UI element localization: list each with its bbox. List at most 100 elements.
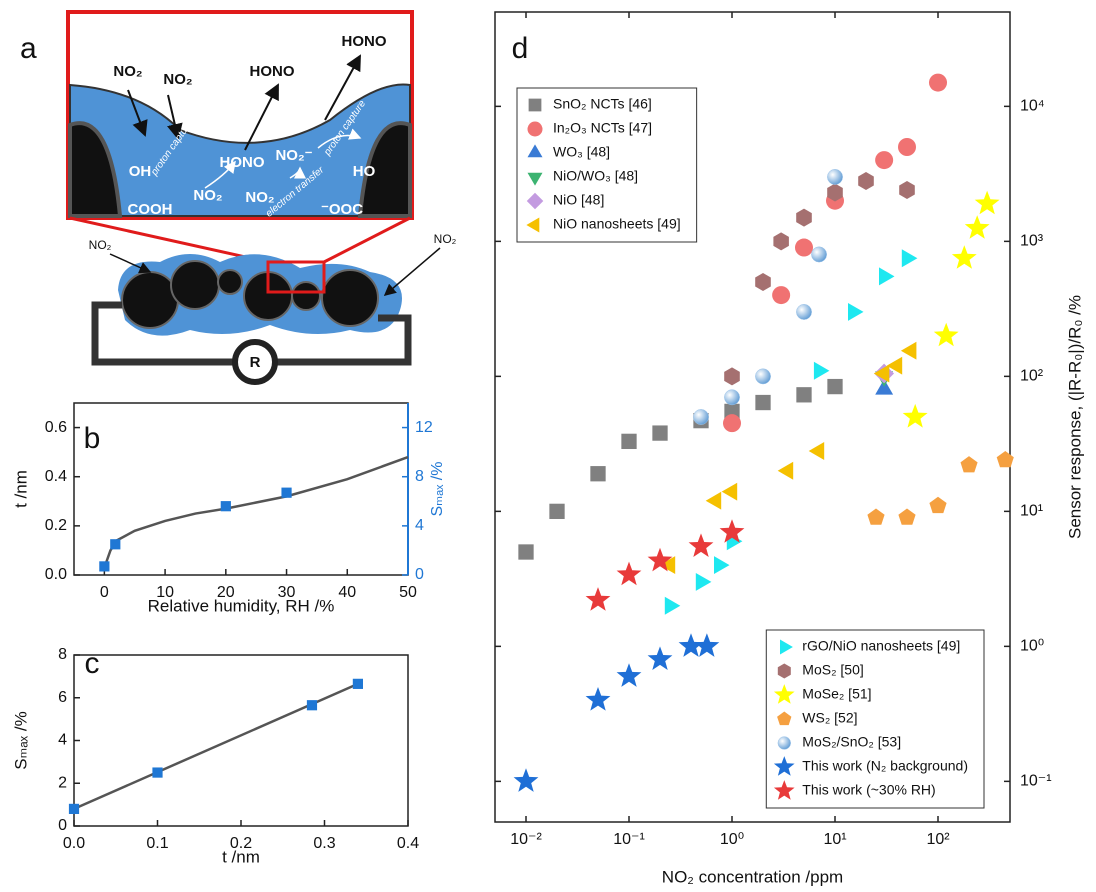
y2-tick-label: 4: [415, 517, 424, 534]
marker-star: [585, 587, 611, 611]
diagram-label: HONO: [250, 63, 295, 80]
marker-triangle: [695, 573, 712, 591]
marker-star: [773, 780, 795, 800]
y-axis-title: t /nm: [11, 470, 30, 508]
diagram-label: HONO: [220, 154, 265, 171]
marker-star: [688, 533, 714, 557]
y-tick-label: 10⁻¹: [1020, 773, 1052, 790]
marker-triangle: [527, 172, 543, 186]
legend-label: In₂O₃ NCTs [47]: [553, 120, 652, 136]
y-tick-label: 2: [58, 774, 67, 791]
marker-hexagon: [724, 367, 740, 386]
marker-triangle: [527, 144, 543, 158]
marker-diamond: [526, 192, 544, 210]
y-tick-label: 8: [58, 646, 67, 663]
legend-label: NiO/WO₃ [48]: [553, 168, 638, 184]
marker-hexagon: [773, 232, 789, 251]
marker-pentagon: [996, 451, 1014, 468]
marker-square: [306, 700, 318, 711]
marker-square: [549, 503, 565, 520]
legend-label: NiO [48]: [553, 192, 604, 208]
legend-label: WS₂ [52]: [802, 710, 857, 726]
marker-square: [68, 803, 80, 814]
y2-axis-title: Sₘₐₓ /%: [429, 462, 446, 517]
legend-label: NiO nanosheets [49]: [553, 216, 681, 232]
y-tick-label: 10³: [1020, 233, 1044, 250]
diagram-label: ⁻OOC: [321, 201, 363, 218]
marker-circle: [527, 121, 543, 137]
marker-square: [281, 487, 292, 498]
x-axis-title: t /nm: [222, 847, 260, 866]
legend-label: SnO₂ NCTs [46]: [553, 96, 652, 112]
marker-square: [220, 501, 231, 512]
legend-label: WO₃ [48]: [553, 144, 610, 160]
x-axis-title: Relative humidity, RH /%: [148, 596, 335, 615]
marker-sphere: [755, 368, 771, 385]
marker-star: [513, 768, 539, 792]
marker-triangle: [714, 556, 730, 574]
marker-star: [647, 547, 673, 572]
marker-triangle: [875, 379, 894, 395]
marker-square: [621, 433, 637, 450]
marker-square: [352, 678, 363, 689]
panel-label: d: [512, 32, 529, 65]
y-axis-title: Sensor response, (|R-R₀|)/R₀ /%: [1065, 295, 1084, 539]
diagram-label: NO₂: [245, 189, 274, 206]
marker-star: [678, 633, 704, 657]
diagram-label: NO₂⁻: [275, 147, 312, 164]
marker-star: [964, 215, 990, 239]
y-tick-label: 0.4: [45, 468, 67, 485]
marker-triangle: [721, 482, 738, 501]
marker-triangle: [705, 491, 722, 510]
legend-label: This work (~30% RH): [802, 782, 935, 798]
legend: rGO/NiO nanosheets [49] MoS₂ [50] MoSe₂ [5…: [765, 629, 985, 809]
panel-a-diagram: [66, 10, 441, 385]
marker-square: [590, 466, 606, 482]
y2-tick-label: 8: [415, 468, 424, 485]
x-tick-label: 10⁻²: [510, 831, 542, 848]
marker-star: [773, 684, 795, 704]
marker-square: [152, 767, 163, 778]
x-tick-label: 0.0: [63, 835, 85, 852]
x-tick-label: 10: [156, 584, 174, 601]
marker-hexagon: [796, 208, 812, 227]
marker-triangle: [848, 303, 864, 321]
x-tick-label: 10²: [926, 831, 950, 848]
marker-star: [974, 190, 1000, 215]
marker-square: [110, 539, 121, 550]
plot-frame: [73, 402, 409, 576]
y-tick-label: 6: [58, 689, 67, 706]
marker-square: [528, 98, 542, 112]
marker-circle: [898, 138, 916, 156]
diagram-label: COOH: [128, 201, 173, 218]
marker-square: [652, 425, 668, 441]
y-tick-label: 10⁰: [1020, 638, 1044, 655]
marker-triangle: [777, 461, 794, 480]
marker-triangle: [879, 267, 895, 286]
marker-triangle: [900, 341, 917, 360]
x-tick-label: 0.1: [146, 835, 168, 852]
x-tick-label: 50: [399, 584, 417, 601]
marker-star: [616, 663, 642, 687]
y-tick-label: 10¹: [1020, 503, 1043, 520]
diagram-label: OH: [129, 163, 152, 180]
y-tick-label: 10²: [1020, 368, 1044, 385]
marker-hexagon: [777, 663, 791, 679]
marker-pentagon: [960, 456, 978, 473]
panel-label: a: [20, 32, 37, 65]
marker-circle: [772, 286, 791, 305]
marker-circle: [875, 151, 894, 170]
x-tick-label: 20: [217, 584, 235, 601]
diagram-label: NO₂: [434, 232, 457, 246]
x-tick-label: 10⁰: [720, 831, 744, 848]
marker-triangle: [901, 249, 918, 268]
y-tick-label: 10⁴: [1020, 98, 1045, 115]
marker-star: [719, 519, 745, 543]
marker-triangle: [664, 596, 681, 615]
diagram-label: NO₂: [193, 187, 222, 204]
marker-sphere: [693, 409, 709, 425]
panel-label: c: [85, 647, 100, 680]
diagram-label: HONO: [342, 33, 387, 50]
marker-star: [902, 403, 928, 428]
